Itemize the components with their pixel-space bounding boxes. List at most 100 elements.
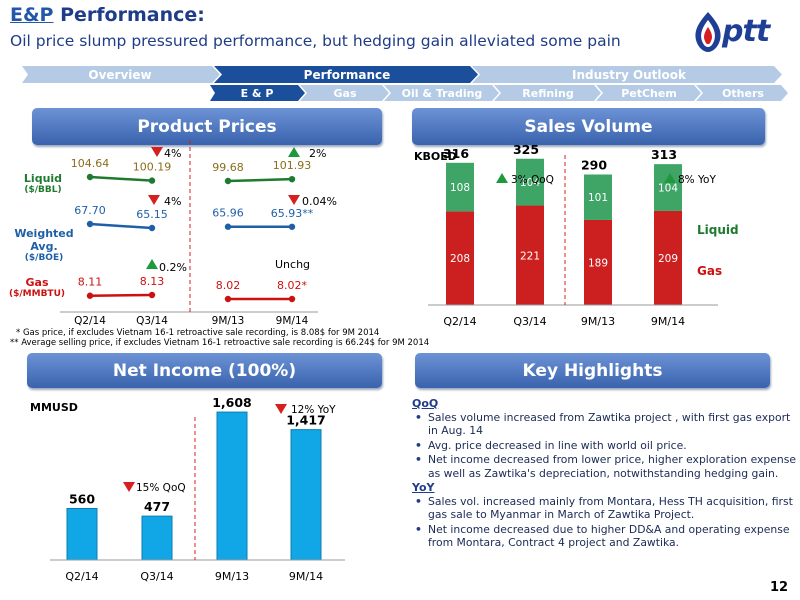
liquid-data-point bbox=[148, 177, 156, 184]
liquid-data-label: 104.64 bbox=[71, 157, 110, 170]
gas-label: Gas ($/MMBTU) bbox=[9, 276, 65, 299]
page-title: E&P Performance: bbox=[10, 4, 205, 26]
top-nav-shapes bbox=[22, 66, 782, 83]
sales-yoy-up-arrow-icon bbox=[664, 173, 676, 183]
x-tick-label: Q2/14 bbox=[443, 315, 476, 328]
liquid-data-point bbox=[288, 175, 296, 183]
title-rest: Performance: bbox=[53, 4, 205, 26]
tab-others[interactable]: Others bbox=[722, 86, 764, 100]
tab-oil-trading[interactable]: Oil & Trading bbox=[401, 86, 483, 100]
x-tick-label: Q3/14 bbox=[136, 315, 168, 327]
gas-data-label: 8.02 bbox=[216, 279, 241, 292]
x-tick-label: 9M/13 bbox=[212, 315, 245, 327]
gas-qoq-change: 0.2% bbox=[159, 261, 187, 274]
sales-qoq-annotation: 3% QoQ bbox=[511, 174, 554, 186]
weighted-data-point bbox=[86, 220, 94, 228]
x-tick-label: Q2/14 bbox=[74, 315, 106, 327]
liquid-value-label: 108 bbox=[450, 182, 470, 194]
liquid-bar bbox=[516, 158, 544, 206]
total-value-label: 313 bbox=[651, 147, 677, 162]
sales-volume-chart: KBOED 208 108 316 Q2/14 221 104 325 Q3/14 189 101 2… bbox=[414, 145, 739, 328]
tab-gas[interactable]: Gas bbox=[333, 86, 357, 100]
page-number: 12 bbox=[770, 580, 789, 595]
key-highlights-header: Key Highlights bbox=[415, 353, 770, 388]
gas-data-point bbox=[148, 291, 156, 299]
gas-data-point bbox=[224, 295, 232, 303]
yoy-item: Sales vol. increased mainly from Montara… bbox=[412, 495, 797, 522]
liquid-value-label: 104 bbox=[658, 183, 678, 195]
liquid-data-label: 99.68 bbox=[212, 161, 244, 174]
gas-bar bbox=[446, 211, 474, 305]
ptt-logo-text: ptt bbox=[722, 14, 770, 49]
gas-yoy-change: Unchg bbox=[275, 258, 310, 271]
tab-ep[interactable]: E & P bbox=[240, 86, 274, 100]
liquid-data-point bbox=[86, 173, 94, 181]
qoq-item: Sales volume increased from Zawtika proj… bbox=[412, 411, 797, 438]
net-income-header: Net Income (100%) bbox=[27, 353, 382, 388]
liquid-value-label: 104 bbox=[520, 177, 540, 189]
liquid-yoy-up-arrow-icon bbox=[288, 147, 300, 157]
tab-overview[interactable]: Overview bbox=[88, 67, 152, 82]
product-prices-chart: 104.64 100.19 99.68 101.93 67.70 65.15 65.96 65… bbox=[60, 140, 337, 327]
gas-bar bbox=[654, 210, 682, 305]
x-tick-label: Q3/14 bbox=[513, 315, 546, 328]
weighted-data-label: 65.93** bbox=[271, 207, 314, 220]
weighted-qoq-down-arrow-icon bbox=[148, 195, 160, 205]
net-income-value-label: 560 bbox=[69, 491, 95, 506]
net-income-chart: MMUSD 560 Q2/14 477 Q3/14 1,608 9M/13 1,417 9M/1… bbox=[30, 395, 345, 583]
qoq-item: Net income decreased from lower price, h… bbox=[412, 453, 797, 480]
tab-performance[interactable]: Performance bbox=[303, 67, 391, 82]
yoy-list: Sales vol. increased mainly from Montara… bbox=[412, 495, 797, 550]
net-income-yoy-down-arrow-icon bbox=[275, 404, 287, 414]
tab-refining[interactable]: Refining bbox=[522, 86, 574, 100]
weighted-yoy-down-arrow-icon bbox=[288, 195, 300, 205]
tab-petchem[interactable]: PetChem bbox=[621, 86, 677, 100]
net-income-qoq-down-arrow-icon bbox=[123, 482, 135, 492]
liquid-bar bbox=[446, 162, 474, 212]
weighted-data-point bbox=[224, 223, 232, 230]
title-ep: E&P bbox=[10, 4, 54, 26]
gas-bar bbox=[584, 219, 612, 305]
sales-qoq-up-arrow-icon bbox=[496, 173, 508, 183]
liquid-data-label: 100.19 bbox=[133, 161, 172, 174]
qoq-heading: QoQ bbox=[412, 397, 439, 410]
tab-industry-outlook[interactable]: Industry Outlook bbox=[572, 67, 686, 82]
liquid-series-line bbox=[227, 177, 293, 183]
weighted-data-label: 65.15 bbox=[136, 208, 168, 221]
net-income-bar bbox=[290, 429, 322, 561]
net-income-bar bbox=[141, 515, 173, 561]
gas-data-label: 8.02* bbox=[277, 279, 307, 292]
weighted-data-label: 65.96 bbox=[212, 207, 244, 220]
liquid-yoy-change: 2% bbox=[309, 147, 326, 160]
legend-liquid: Liquid bbox=[697, 223, 739, 237]
liquid-label: Liquid ($/BBL) bbox=[23, 172, 63, 195]
gas-value-label: 189 bbox=[588, 257, 608, 269]
net-income-bar bbox=[66, 507, 98, 561]
liquid-data-point bbox=[224, 177, 232, 185]
footnote-average: ** Average selling price, if excludes Vi… bbox=[10, 338, 430, 348]
x-tick-label: 9M/13 bbox=[581, 315, 615, 328]
x-tick-label: 9M/14 bbox=[276, 315, 309, 327]
sales-yoy-annotation: 8% YoY bbox=[678, 174, 716, 186]
sales-unit-label: KBOED bbox=[414, 150, 457, 163]
top-navigation: Overview Performance Industry Outlook bbox=[22, 66, 782, 83]
gas-qoq-up-arrow-icon bbox=[146, 259, 158, 269]
x-tick-label: 9M/14 bbox=[651, 315, 685, 328]
footnote-gas: * Gas price, if excludes Vietnam 16-1 re… bbox=[16, 328, 380, 338]
sub-navigation: E & P Gas Oil & Trading Refining PetChem… bbox=[210, 85, 788, 101]
liquid-qoq-change: 4% bbox=[164, 147, 181, 160]
product-prices-header: Product Prices bbox=[32, 108, 382, 145]
ptt-flame-logo-icon bbox=[695, 12, 721, 52]
net-income-qoq-annotation: 15% QoQ bbox=[136, 482, 186, 494]
x-tick-label: 9M/14 bbox=[289, 570, 323, 583]
net-income-yoy-annotation: 12% YoY bbox=[291, 404, 336, 416]
gas-data-point bbox=[288, 295, 296, 303]
sales-volume-header: Sales Volume bbox=[412, 108, 765, 145]
net-income-value-label: 477 bbox=[144, 499, 170, 514]
weighted-yoy-change: 0.04% bbox=[302, 195, 337, 208]
weighted-series-line bbox=[89, 222, 153, 230]
gas-value-label: 209 bbox=[658, 253, 678, 265]
net-income-bar bbox=[216, 411, 248, 561]
liquid-value-label: 101 bbox=[588, 192, 608, 204]
x-tick-label: 9M/13 bbox=[215, 570, 249, 583]
